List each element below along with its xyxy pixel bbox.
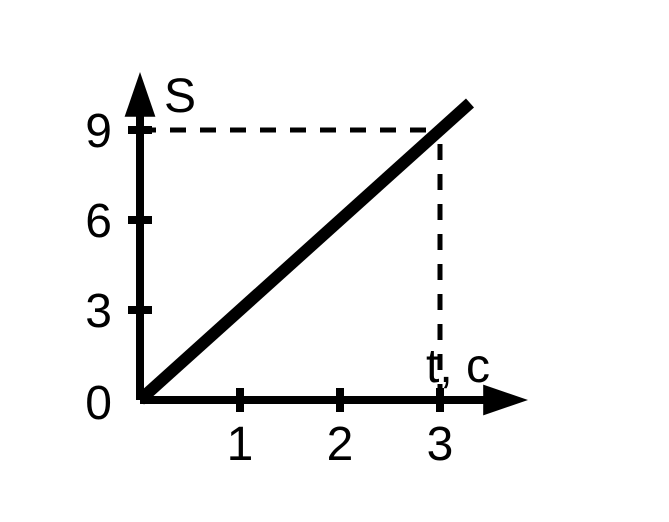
y-tick-label: 3 bbox=[85, 285, 112, 338]
y-tick-label: 9 bbox=[85, 105, 112, 158]
x-tick-label: 3 bbox=[427, 418, 454, 471]
x-axis-label: t, c bbox=[426, 340, 490, 393]
origin-label: 0 bbox=[85, 377, 112, 430]
s-vs-t-chart: 1 2 3 3 6 9 0 St, c bbox=[0, 0, 669, 522]
y-axis-label: S bbox=[164, 70, 196, 123]
x-tick-label: 2 bbox=[327, 418, 354, 471]
x-tick-label: 1 bbox=[227, 418, 254, 471]
chart-svg: 1 2 3 3 6 9 0 St, c bbox=[0, 0, 669, 522]
y-tick-label: 6 bbox=[85, 195, 112, 248]
